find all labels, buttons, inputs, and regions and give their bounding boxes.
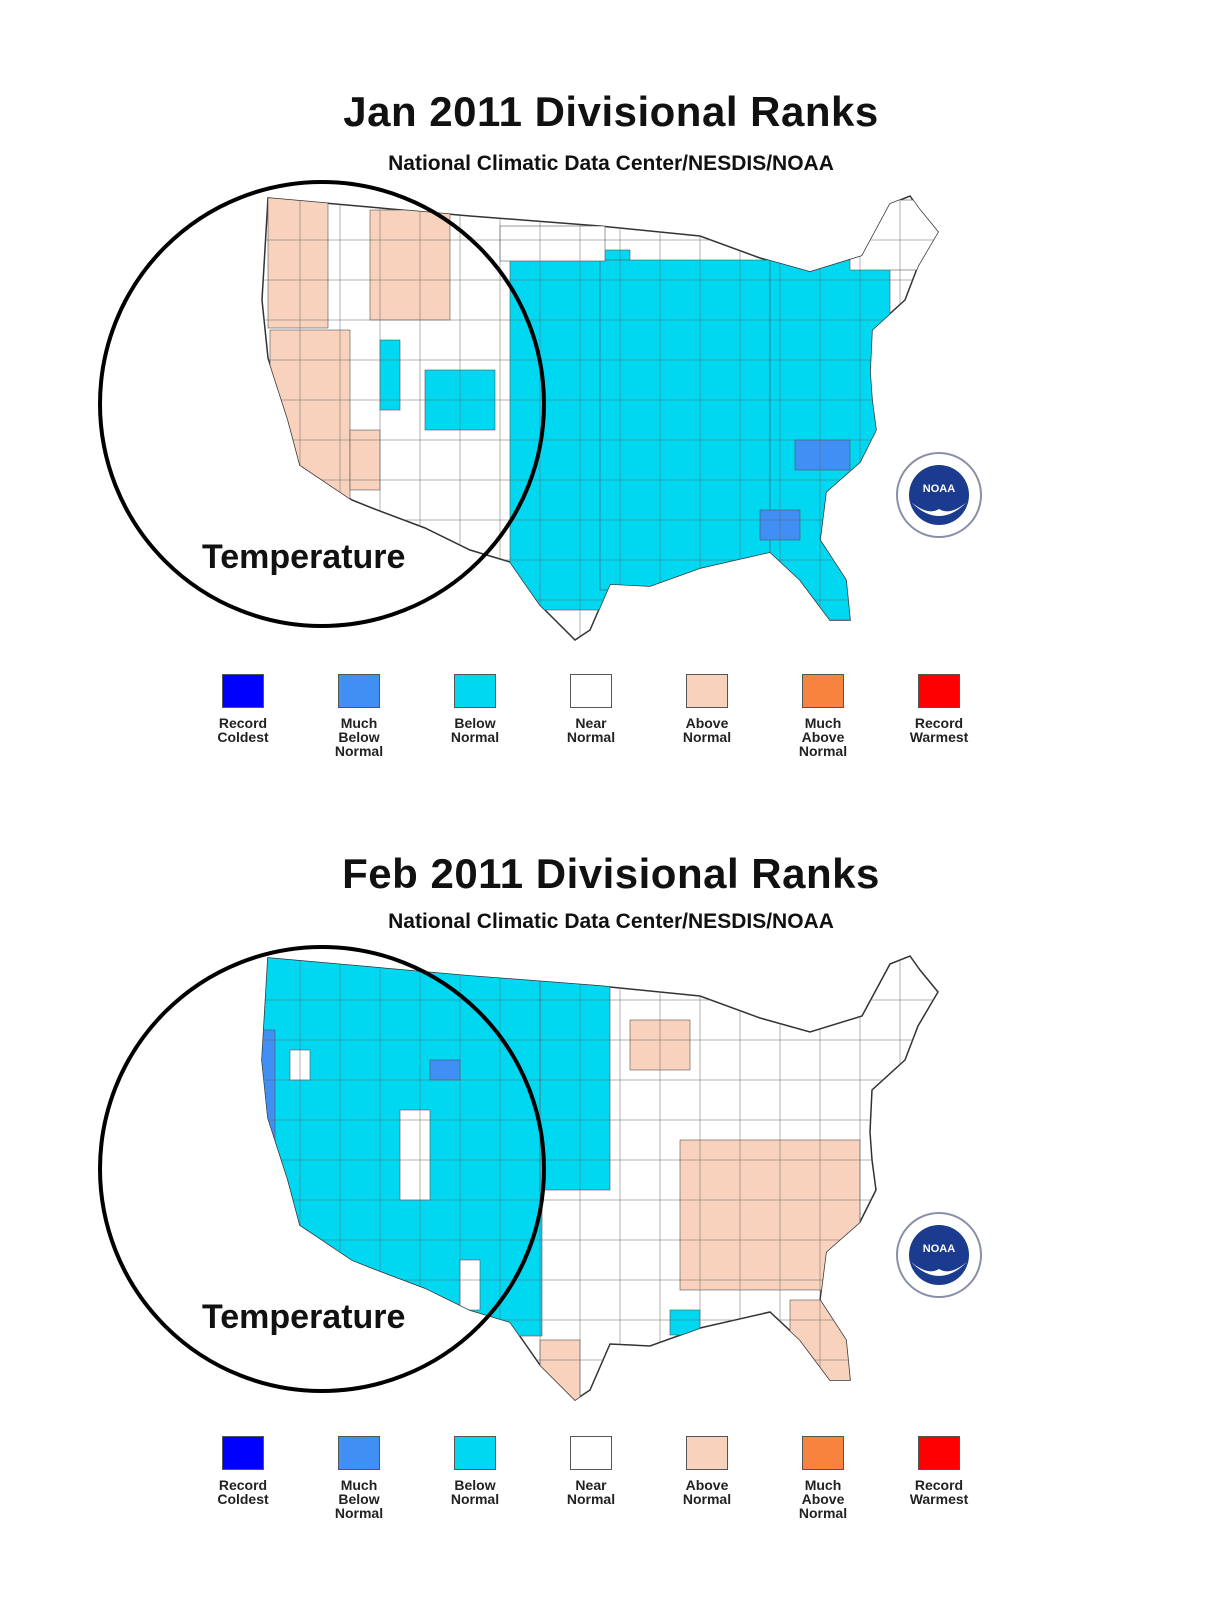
legend-swatch [802, 1436, 844, 1470]
legend-label: Record Warmest [909, 1477, 969, 1507]
legend-swatch [686, 674, 728, 708]
legend-label: Near Normal [566, 715, 616, 745]
legend-item-much-below-normal: Much Below Normal [314, 674, 404, 758]
legend-swatch [338, 1436, 380, 1470]
region-midwest [599, 259, 771, 591]
legend-label: Near Normal [566, 1477, 616, 1507]
legend-swatch [338, 674, 380, 708]
legend-item-near-normal: Near Normal [546, 674, 636, 744]
legend-item-much-above-normal: Much Above Normal [778, 674, 868, 758]
legend-swatch [686, 1436, 728, 1470]
legend-item-record-coldest: Record Coldest [198, 674, 288, 744]
svg-text:NOAA: NOAA [923, 483, 955, 495]
legend-label: Much Above Normal [798, 715, 848, 759]
legend-swatch [222, 1436, 264, 1470]
legend-label: Much Below Normal [334, 715, 384, 759]
noaa-emblem-icon: NOAA [909, 1225, 969, 1285]
legend-item-below-normal: Below Normal [430, 674, 520, 744]
region-louisiana [669, 1309, 701, 1336]
region-texas-south [539, 1339, 581, 1400]
legend-swatch [454, 1436, 496, 1470]
legend-label: Much Above Normal [798, 1477, 848, 1521]
legend-item-above-normal: Above Normal [662, 1436, 752, 1506]
legend: Record Coldest Much Below Normal Below N… [0, 674, 1222, 784]
map-subtitle: National Climatic Data Center/NESDIS/NOA… [388, 910, 834, 933]
legend-item-much-above-normal: Much Above Normal [778, 1436, 868, 1520]
legend-item-above-normal: Above Normal [662, 674, 752, 744]
legend-swatch [802, 674, 844, 708]
legend-label: Record Warmest [909, 715, 969, 745]
highlight-circle [98, 180, 546, 628]
svg-text:NOAA: NOAA [923, 1243, 955, 1255]
temperature-label: Temperature [202, 1298, 406, 1336]
legend-item-record-warmest: Record Warmest [894, 1436, 984, 1506]
map-subtitle: National Climatic Data Center/NESDIS/NOA… [388, 152, 834, 175]
legend-label: Above Normal [682, 1477, 732, 1507]
legend-label: Below Normal [450, 1477, 500, 1507]
legend-item-near-normal: Near Normal [546, 1436, 636, 1506]
legend-swatch [570, 674, 612, 708]
legend-label: Below Normal [450, 715, 500, 745]
region-plains-north [539, 979, 611, 1191]
legend-swatch [570, 1436, 612, 1470]
legend-swatch [222, 674, 264, 708]
legend-item-record-warmest: Record Warmest [894, 674, 984, 744]
noaa-logo: NOAA [896, 452, 982, 538]
region-carolinas [794, 439, 851, 471]
legend-item-much-below-normal: Much Below Normal [314, 1436, 404, 1520]
noaa-emblem-icon: NOAA [909, 465, 969, 525]
legend-swatch [918, 1436, 960, 1470]
legend-item-record-coldest: Record Coldest [198, 1436, 288, 1506]
legend-swatch [454, 674, 496, 708]
legend-swatch [918, 674, 960, 708]
feb-panel: Feb 2011 Divisional Ranks National Clima… [0, 780, 1222, 1570]
legend: Record Coldest Much Below Normal Below N… [0, 1436, 1222, 1546]
jan-panel: Jan 2011 Divisional Ranks National Clima… [0, 0, 1222, 790]
legend-item-below-normal: Below Normal [430, 1436, 520, 1506]
map-title: Jan 2011 Divisional Ranks [343, 88, 879, 135]
region-new-england [849, 199, 938, 271]
legend-label: Record Coldest [217, 1477, 269, 1507]
temperature-label: Temperature [202, 538, 406, 576]
region-southeast [679, 1139, 861, 1291]
noaa-logo: NOAA [896, 1212, 982, 1298]
legend-label: Record Coldest [217, 715, 269, 745]
map-title: Feb 2011 Divisional Ranks [342, 850, 880, 897]
legend-label: Above Normal [682, 715, 732, 745]
legend-label: Much Below Normal [334, 1477, 384, 1521]
region-dakota [499, 225, 606, 262]
highlight-circle [98, 945, 546, 1393]
